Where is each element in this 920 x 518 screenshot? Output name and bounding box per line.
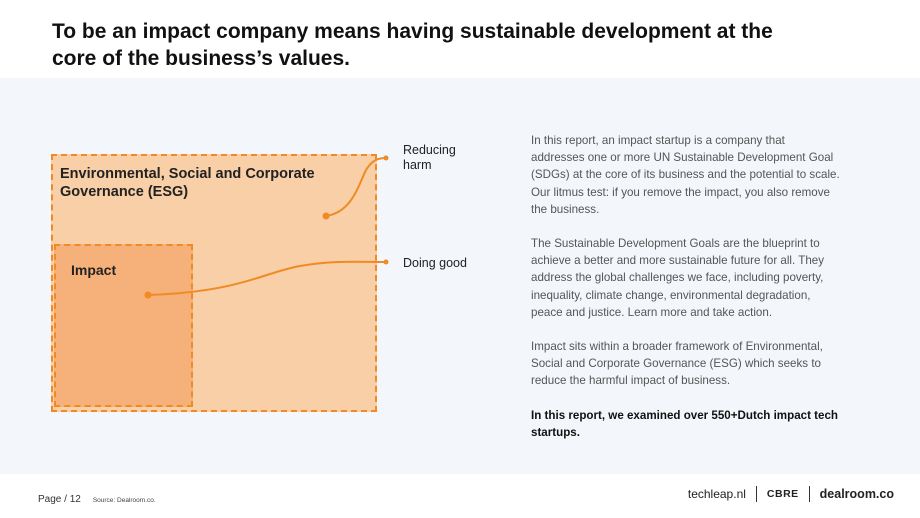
reducing-harm-dot-end [383,155,389,161]
paragraph-sdgs: The Sustainable Development Goals are th… [531,237,825,319]
dealroom-logo: dealroom.co [819,487,894,501]
doing-good-dot-end [383,259,389,265]
techleap-logo: techleap.nl [687,487,746,501]
logo-divider [808,486,810,502]
doing-good-dot-start [144,291,152,299]
impact-label: Impact [71,262,117,278]
paragraph-summary: In this report, we examined over 550+Dut… [531,408,839,439]
paragraph-definition: In this report, an impact startup is a c… [531,134,840,216]
page-title: To be an impact company means having sus… [52,20,773,70]
reducing-harm-dot-start [322,212,330,220]
footer-left: Page / 12 Source: Dealroom.co. [38,494,156,505]
impact-box [54,244,193,407]
callout-doing-good: Doing good [403,256,467,270]
footer-logos: techleap.nl CBRE dealroom.co [688,485,894,503]
logo-divider [755,486,757,502]
paragraph-esg: Impact sits within a broader framework o… [531,340,823,388]
esg-label: Environmental, Social and Corporate Gove… [60,166,315,200]
source-note: Source: Dealroom.co. [92,497,156,504]
page-number: Page / 12 [38,494,81,505]
callout-reducing-harm: Reducing harm [403,143,456,172]
doing-good-connector [147,260,387,296]
reducing-harm-connector [325,157,387,217]
cbre-logo: CBRE [766,488,799,500]
body-text: In this report, an impact startup is a c… [531,132,841,441]
